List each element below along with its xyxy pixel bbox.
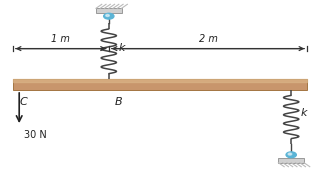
Circle shape [106,14,109,17]
FancyBboxPatch shape [96,8,122,13]
Text: 1 m: 1 m [52,34,70,44]
Circle shape [288,153,292,155]
Circle shape [286,152,296,158]
Text: C: C [19,97,27,107]
Text: 30 N: 30 N [24,130,47,140]
Circle shape [104,13,114,19]
Text: B: B [115,97,123,107]
FancyBboxPatch shape [278,158,304,163]
Text: k: k [301,108,307,118]
Text: 2 m: 2 m [199,34,217,44]
Text: k: k [118,43,125,53]
FancyBboxPatch shape [13,79,307,90]
